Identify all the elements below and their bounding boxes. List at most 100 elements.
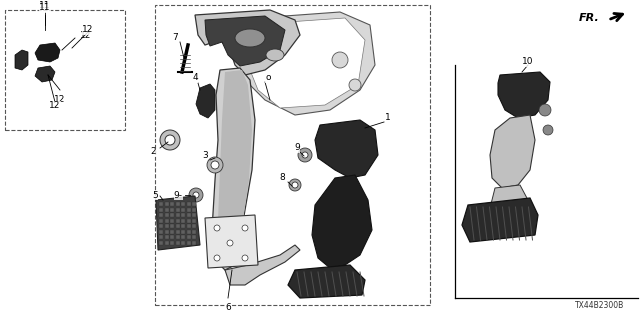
Bar	[170, 213, 174, 217]
Bar	[159, 219, 163, 222]
Circle shape	[193, 192, 199, 198]
Bar	[159, 224, 163, 228]
Bar	[181, 213, 185, 217]
Text: 12: 12	[80, 30, 92, 39]
Text: FR.: FR.	[579, 13, 600, 23]
Text: 10: 10	[522, 58, 534, 67]
Bar	[159, 202, 163, 206]
Bar	[181, 224, 185, 228]
Bar	[186, 229, 191, 234]
Bar	[159, 213, 163, 217]
Text: 9-: 9-	[173, 190, 182, 199]
Bar	[186, 219, 191, 222]
Polygon shape	[35, 66, 55, 82]
Circle shape	[189, 188, 203, 202]
Text: 1: 1	[385, 114, 391, 123]
Bar	[170, 241, 174, 244]
Bar	[181, 219, 185, 222]
Circle shape	[242, 255, 248, 261]
Bar	[159, 235, 163, 239]
Circle shape	[289, 179, 301, 191]
Circle shape	[160, 130, 180, 150]
Circle shape	[211, 161, 219, 169]
Text: 7: 7	[172, 34, 178, 43]
Circle shape	[292, 182, 298, 188]
Bar	[170, 207, 174, 212]
Polygon shape	[218, 70, 252, 260]
Bar	[164, 224, 168, 228]
Polygon shape	[205, 215, 258, 268]
Polygon shape	[15, 50, 28, 70]
Polygon shape	[288, 265, 365, 298]
Circle shape	[227, 240, 233, 246]
Bar	[175, 219, 179, 222]
Bar	[181, 235, 185, 239]
Bar	[192, 241, 196, 244]
Bar	[175, 213, 179, 217]
Bar	[192, 207, 196, 212]
Text: 8: 8	[279, 172, 285, 181]
Bar	[5, 10, 125, 130]
Text: 12: 12	[54, 95, 66, 104]
Circle shape	[165, 135, 175, 145]
Bar	[192, 224, 196, 228]
Bar	[164, 235, 168, 239]
Polygon shape	[312, 175, 372, 268]
Bar	[192, 235, 196, 239]
Polygon shape	[205, 16, 285, 66]
Circle shape	[214, 225, 220, 231]
Text: o: o	[265, 74, 271, 83]
Text: 3: 3	[202, 150, 208, 159]
Bar	[164, 229, 168, 234]
Text: 9: 9	[294, 143, 300, 153]
Circle shape	[539, 104, 551, 116]
Circle shape	[332, 52, 348, 68]
Bar	[170, 202, 174, 206]
Bar	[192, 229, 196, 234]
Polygon shape	[212, 68, 255, 270]
Bar	[181, 202, 185, 206]
Bar	[181, 207, 185, 212]
Bar	[159, 241, 163, 244]
Bar	[164, 241, 168, 244]
Bar	[170, 229, 174, 234]
Bar	[164, 219, 168, 222]
Polygon shape	[196, 84, 215, 118]
Bar	[186, 202, 191, 206]
Bar	[192, 213, 196, 217]
Bar	[164, 213, 168, 217]
Circle shape	[214, 255, 220, 261]
Circle shape	[207, 157, 223, 173]
Bar	[175, 202, 179, 206]
Bar	[175, 229, 179, 234]
Polygon shape	[315, 120, 378, 178]
Polygon shape	[156, 196, 200, 250]
Bar	[186, 241, 191, 244]
Bar	[164, 202, 168, 206]
Polygon shape	[490, 115, 535, 188]
Circle shape	[543, 125, 553, 135]
Bar	[159, 207, 163, 212]
Polygon shape	[35, 43, 60, 62]
Bar	[170, 219, 174, 222]
Polygon shape	[230, 12, 375, 115]
Polygon shape	[225, 245, 300, 285]
Bar	[186, 213, 191, 217]
Polygon shape	[462, 198, 538, 242]
Bar	[186, 224, 191, 228]
Bar	[164, 207, 168, 212]
Circle shape	[302, 152, 308, 158]
Ellipse shape	[266, 49, 284, 61]
Bar	[175, 235, 179, 239]
Polygon shape	[498, 72, 550, 118]
Text: 12: 12	[49, 100, 61, 109]
Bar	[155, 5, 430, 305]
Bar	[186, 207, 191, 212]
Text: 11: 11	[39, 1, 51, 10]
Polygon shape	[195, 10, 300, 75]
Bar	[181, 229, 185, 234]
Circle shape	[242, 225, 248, 231]
Bar	[192, 219, 196, 222]
Text: TX44B2300B: TX44B2300B	[575, 301, 625, 310]
Circle shape	[298, 148, 312, 162]
